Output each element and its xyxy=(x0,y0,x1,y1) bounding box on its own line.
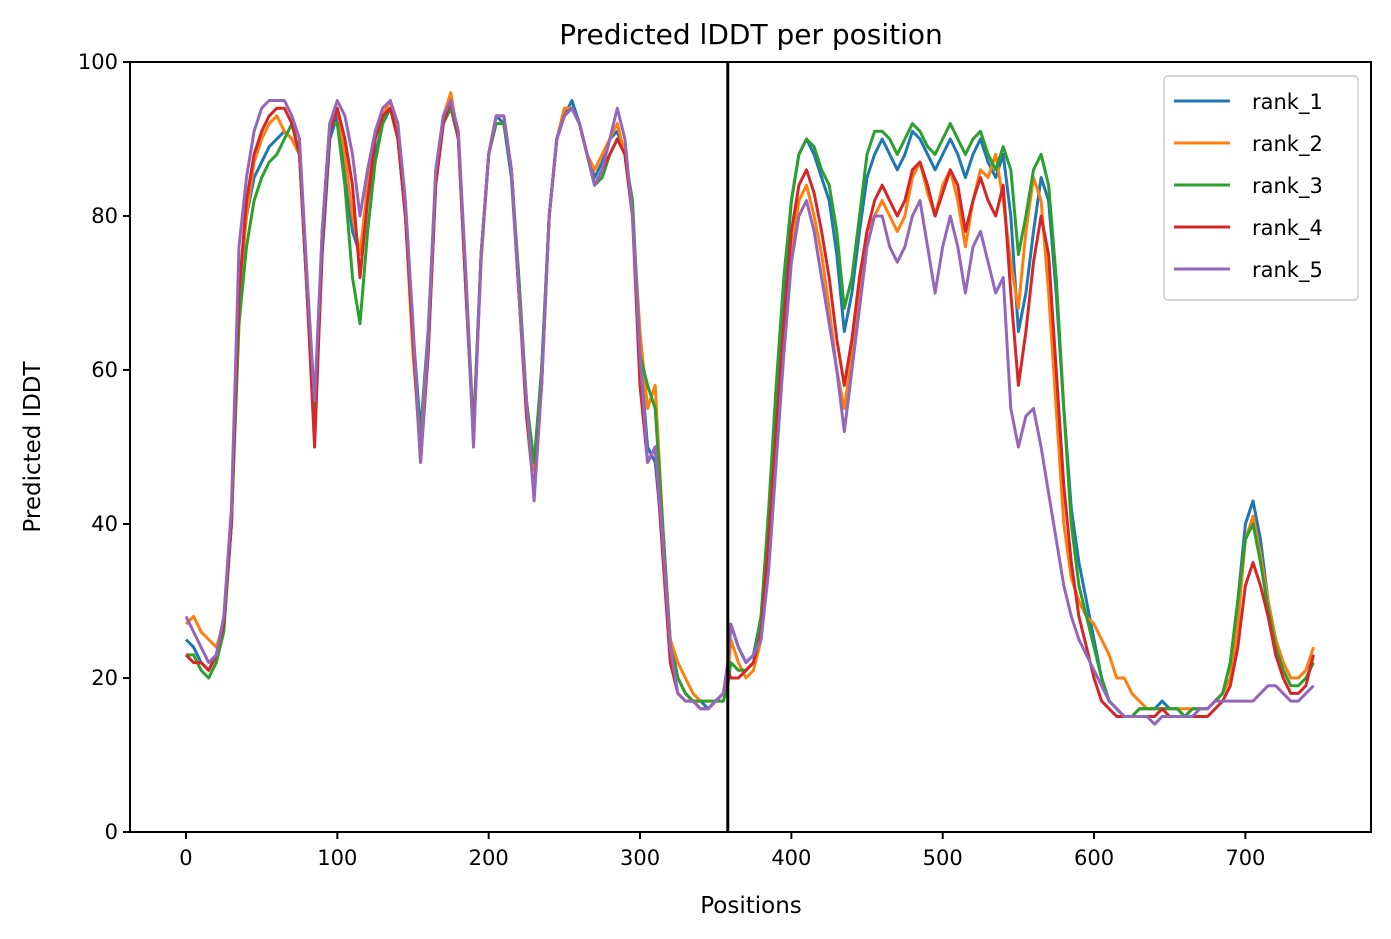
axis-ticks: 0 100 200 300 400 500 600 700 0 20 40 60 80 100 xyxy=(78,50,1266,870)
x-tick-label: 400 xyxy=(771,846,811,870)
y-tick-label: 0 xyxy=(105,820,118,844)
y-tick-label: 40 xyxy=(91,512,118,536)
x-tick-label: 700 xyxy=(1225,846,1265,870)
x-tick-label: 200 xyxy=(469,846,509,870)
legend-label-rank_3: rank_3 xyxy=(1252,174,1323,199)
y-axis-label: Predicted lDDT xyxy=(20,360,46,532)
plot-area-frame xyxy=(129,61,1372,833)
x-tick-label: 0 xyxy=(179,846,192,870)
series-line-rank_5 xyxy=(184,99,1315,726)
y-tick-label: 60 xyxy=(91,358,118,382)
legend-box xyxy=(1163,75,1359,301)
y-tick-label: 20 xyxy=(91,666,118,690)
x-tick-label: 300 xyxy=(620,846,660,870)
y-tick-label: 80 xyxy=(91,204,118,228)
legend-label-rank_5: rank_5 xyxy=(1252,258,1323,283)
x-tick-label: 100 xyxy=(317,846,357,870)
y-tick-label: 100 xyxy=(78,50,118,74)
x-tick-label: 500 xyxy=(923,846,963,870)
chart-title: Predicted lDDT per position xyxy=(559,18,943,51)
legend-label-rank_4: rank_4 xyxy=(1252,216,1323,241)
x-tick-label: 600 xyxy=(1074,846,1114,870)
legend-label-rank_1: rank_1 xyxy=(1252,90,1323,115)
plot-lines xyxy=(184,91,1315,726)
legend: rank_1 rank_2 rank_3 rank_4 rank_5 xyxy=(1163,75,1359,301)
x-axis-label: Positions xyxy=(700,893,802,919)
legend-label-rank_2: rank_2 xyxy=(1252,132,1323,157)
